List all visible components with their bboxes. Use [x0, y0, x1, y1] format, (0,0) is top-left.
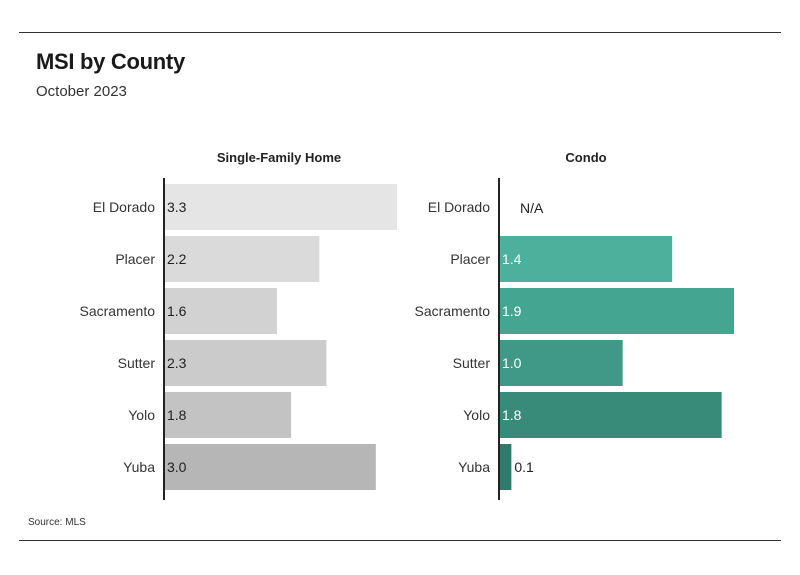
- bar-sutter: [164, 340, 327, 386]
- value-label-sutter: 2.3: [167, 355, 187, 371]
- bar-yolo: [499, 392, 722, 438]
- category-label-el-dorado: El Dorado: [93, 199, 155, 215]
- bottom-rule: [19, 540, 781, 541]
- category-label-yuba: Yuba: [458, 459, 490, 475]
- value-label-placer: 2.2: [167, 251, 187, 267]
- category-label-yuba: Yuba: [123, 459, 155, 475]
- category-label-sutter: Sutter: [118, 355, 156, 371]
- chart-title: MSI by County: [36, 49, 185, 74]
- value-label-yuba: 0.1: [514, 459, 534, 475]
- value-label-placer: 1.4: [502, 251, 522, 267]
- chart-subtitle: October 2023: [36, 83, 127, 100]
- category-label-sacramento: Sacramento: [415, 303, 491, 319]
- category-label-yolo: Yolo: [128, 407, 155, 423]
- value-label-sutter: 1.0: [502, 355, 522, 371]
- category-label-sacramento: Sacramento: [80, 303, 156, 319]
- bar-el-dorado: [164, 184, 397, 230]
- top-rule: [19, 32, 781, 33]
- bar-placer: [499, 236, 673, 282]
- value-label-el-dorado: N/A: [520, 200, 544, 216]
- source-note: Source: MLS: [28, 517, 86, 528]
- value-label-yolo: 1.8: [167, 407, 187, 423]
- value-label-sacramento: 1.6: [167, 303, 187, 319]
- bar-sacramento: [164, 288, 277, 334]
- bar-yolo: [164, 392, 292, 438]
- bar-yuba: [499, 444, 512, 490]
- category-label-el-dorado: El Dorado: [428, 199, 490, 215]
- bar-yuba: [164, 444, 376, 490]
- bar-placer: [164, 236, 320, 282]
- category-label-yolo: Yolo: [463, 407, 490, 423]
- value-label-el-dorado: 3.3: [167, 199, 187, 215]
- category-label-sutter: Sutter: [453, 355, 491, 371]
- value-label-yolo: 1.8: [502, 407, 522, 423]
- bar-sacramento: [499, 288, 734, 334]
- chart-panel-condo: Condo El Dorado N/A Placer 1.4 Sacramento 1.9 S…: [415, 150, 734, 500]
- bar-sutter: [499, 340, 623, 386]
- panel-title: Single-Family Home: [217, 150, 341, 165]
- panel-title: Condo: [565, 150, 606, 165]
- chart-panel-single-family-home: Single-Family Home El Dorado 3.3 Placer 2.2 S…: [80, 150, 397, 500]
- category-label-placer: Placer: [450, 251, 490, 267]
- value-label-sacramento: 1.9: [502, 303, 522, 319]
- value-label-yuba: 3.0: [167, 459, 187, 475]
- category-label-placer: Placer: [115, 251, 155, 267]
